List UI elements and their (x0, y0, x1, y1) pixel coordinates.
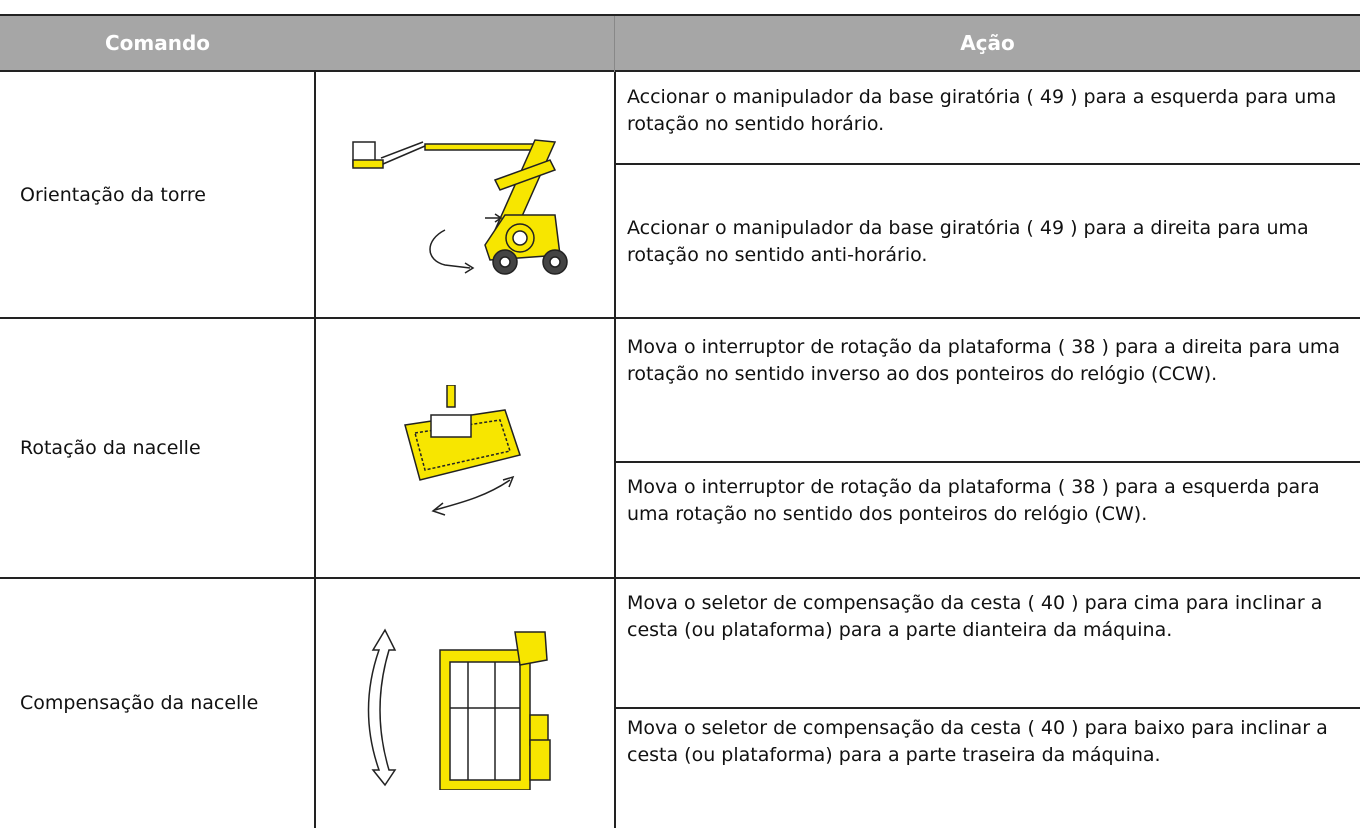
row-divider (0, 577, 1360, 579)
action: Mova o interruptor de rotação da platafo… (627, 476, 1320, 525)
header-cell: Ação (960, 31, 1015, 55)
row-divider (615, 461, 1360, 463)
lift-illustration (352, 139, 568, 275)
divider (614, 72, 616, 828)
action: Accionar o manipulador da base giratória… (627, 217, 1309, 266)
divider (614, 16, 615, 72)
command: Compensação da nacelle (20, 691, 259, 714)
command: Rotação da nacelle (20, 436, 201, 459)
action: Mova o seletor de compensação da cesta (… (627, 592, 1323, 641)
platform-illustration (404, 385, 521, 516)
row-divider (615, 163, 1360, 165)
divider (314, 72, 316, 828)
row-divider (0, 317, 1360, 319)
action: Mova o interruptor de rotação da platafo… (627, 336, 1341, 385)
header-bar (0, 14, 1360, 72)
action: Mova o seletor de compensação da cesta (… (627, 717, 1328, 766)
action: Accionar o manipulador da base giratória… (627, 86, 1337, 135)
row-divider (615, 707, 1360, 709)
basket-illustration (367, 628, 551, 790)
command: Orientação da torre (20, 183, 207, 206)
header-cell: Comando (104, 31, 211, 55)
